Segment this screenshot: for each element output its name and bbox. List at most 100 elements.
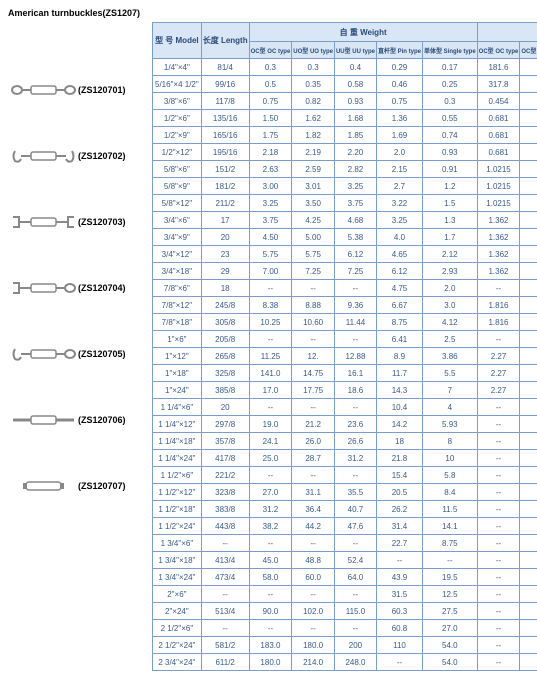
table-cell: 58.0 [249, 569, 292, 586]
table-cell: 1.0215 [477, 161, 520, 178]
table-cell: 31.1 [292, 484, 335, 501]
table-cell: 5/16"×4 1/2" [153, 76, 202, 93]
table-row: 1/2"×12"195/162.182.192.202.00.930.6810.… [153, 144, 537, 161]
table-cell: 2.18 [249, 144, 292, 161]
table-cell: 135/16 [201, 110, 249, 127]
table-cell: -- [334, 620, 376, 637]
table-cell: 2"×24" [153, 603, 202, 620]
table-cell: 11.25 [249, 348, 292, 365]
table-cell: -- [477, 501, 520, 518]
table-cell: 110 [376, 637, 422, 654]
table-row: 1 1/2"×24"443/838.244.247.631.414.1--9.7… [153, 518, 537, 535]
table-row: 1/2"×9"165/161.751.821.851.690.740.6810.… [153, 127, 537, 144]
table-cell: 31.4 [376, 518, 422, 535]
table-cell: 0.681 [477, 144, 520, 161]
table-cell: 1/4"×4" [153, 59, 202, 76]
table-cell: 60.0 [292, 569, 335, 586]
table-cell: 20.5 [376, 484, 422, 501]
table-cell: 12.5 [422, 586, 477, 603]
table-cell: 11.5 [422, 501, 477, 518]
table-cell: -- [249, 280, 292, 297]
product-label: (ZS120704) [78, 283, 126, 293]
table-cell: 7.25 [334, 263, 376, 280]
table-cell: 1/2"×12" [153, 144, 202, 161]
table-cell: 2.3608 [520, 263, 537, 280]
table-cell: -- [334, 586, 376, 603]
table-cell: 4.54 [520, 348, 537, 365]
product-label: (ZS120705) [78, 349, 126, 359]
table-cell: 5.8 [422, 467, 477, 484]
th-pin: 直杆型 Pin type [376, 42, 422, 59]
table-cell: -- [477, 450, 520, 467]
table-cell: 5/8"×9" [153, 178, 202, 195]
table-cell: 5.75 [292, 246, 335, 263]
table-cell: 3.2688 [520, 280, 537, 297]
table-cell: 413/4 [201, 552, 249, 569]
table-cell: 23.6 [334, 416, 376, 433]
table-cell: 0.9988 [520, 144, 537, 161]
table-cell: 6.41 [376, 331, 422, 348]
table-cell: 0.75 [376, 93, 422, 110]
table-cell: 0.75 [249, 93, 292, 110]
table-cell: 0.93 [334, 93, 376, 110]
table-cell: 2.3608 [520, 246, 537, 263]
table-cell: -- [249, 467, 292, 484]
table-cell: 0.4 [334, 59, 376, 76]
table-cell: 20 [201, 229, 249, 246]
spec-table: 型 号 Model 长度 Length 自 重 Weight 极限工作力WLL … [152, 22, 537, 671]
table-cell: 4.50 [249, 229, 292, 246]
table-cell: 0.681 [477, 110, 520, 127]
table-row: 5/8"×12"211/23.253.503.753.221.51.02151.… [153, 195, 537, 212]
table-cell: 3/4"×12" [153, 246, 202, 263]
table-cell: 248.0 [334, 654, 376, 671]
table-cell: -- [477, 535, 520, 552]
table-cell: -- [292, 280, 335, 297]
table-cell: 16.1 [334, 365, 376, 382]
table-cell: 4.0 [376, 229, 422, 246]
table-cell: 180.0 [249, 654, 292, 671]
table-cell: 3.22 [376, 195, 422, 212]
table-cell: 1"×6" [153, 331, 202, 348]
table-cell: 11.44 [334, 314, 376, 331]
table-cell: 44.2 [292, 518, 335, 535]
table-cell: 4.54 [520, 365, 537, 382]
table-cell: 3.75 [249, 212, 292, 229]
table-cell: 2.3608 [520, 229, 537, 246]
table-cell: 1 1/2"×6" [153, 467, 202, 484]
table-cell: 2.27 [477, 365, 520, 382]
main-container: (ZS120701) (ZS120702) [8, 22, 529, 671]
table-cell: 47.6 [334, 518, 376, 535]
table-cell: 1.589 [520, 195, 537, 212]
table-cell: 16.798 [520, 603, 537, 620]
table-row: 1"×6"205/8------6.412.5--4.54 [153, 331, 537, 348]
table-cell: 12.712 [520, 569, 537, 586]
table-cell: -- [334, 535, 376, 552]
table-cell: 4.75 [376, 280, 422, 297]
table-cell: 2.93 [422, 263, 477, 280]
table-cell: -- [201, 535, 249, 552]
table-cell: 3.50 [292, 195, 335, 212]
table-body: 1/4"×4"81/40.30.30.40.290.17181.62275/16… [153, 59, 537, 671]
table-cell: 43.9 [376, 569, 422, 586]
table-row: 2"×24"513/490.0102.0115.060.327.5--16.79… [153, 603, 537, 620]
table-cell: 26.2 [376, 501, 422, 518]
table-cell: 10 [422, 450, 477, 467]
table-cell: 443/8 [201, 518, 249, 535]
table-cell: 200 [334, 637, 376, 654]
table-cell: 38.2 [249, 518, 292, 535]
table-cell: -- [292, 620, 335, 637]
table-cell: 4 [422, 399, 477, 416]
table-cell: 2.27 [477, 382, 520, 399]
table-cell: 12. [292, 348, 335, 365]
table-cell: -- [477, 569, 520, 586]
table-row: 1 1/4"×18"357/824.126.026.6188--6.9008 [153, 433, 537, 450]
product-images-column: (ZS120701) (ZS120702) [8, 22, 148, 671]
table-cell: -- [249, 586, 292, 603]
table-cell: 1.589 [520, 178, 537, 195]
table-cell: 3.2688 [520, 314, 537, 331]
product-label: (ZS120706) [78, 415, 126, 425]
table-row: 7/8"×18"305/810.2510.6011.448.754.121.81… [153, 314, 537, 331]
table-cell: 2.3608 [520, 212, 537, 229]
table-cell: -- [249, 399, 292, 416]
table-cell: 31.5 [376, 586, 422, 603]
